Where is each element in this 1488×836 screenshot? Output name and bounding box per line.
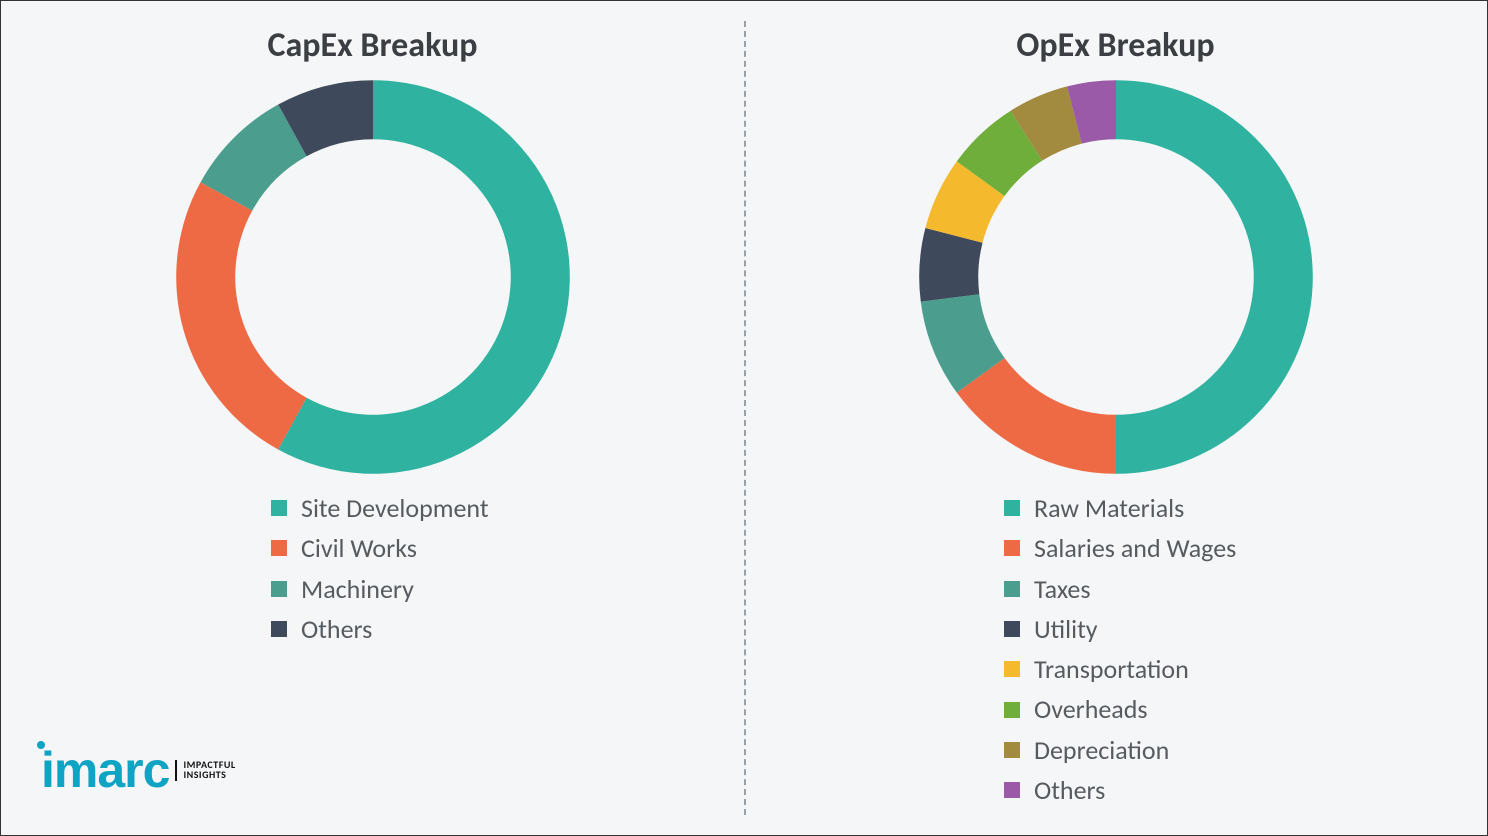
legend-item: Salaries and Wages [1004, 528, 1236, 568]
legend-item: Others [271, 609, 489, 649]
brand-tagline: IMPACTFUL INSIGHTS [175, 760, 235, 781]
legend-swatch-icon [1004, 742, 1020, 758]
legend-label: Utility [1034, 609, 1098, 649]
legend-label: Others [301, 609, 372, 649]
capex-title: CapEx Breakup [268, 25, 478, 66]
brand-dot-icon [37, 741, 45, 749]
legend-swatch-icon [1004, 540, 1020, 556]
opex-donut [911, 72, 1321, 482]
legend-item: Civil Works [271, 528, 489, 568]
donut-slice [1116, 80, 1313, 474]
legend-swatch-icon [271, 540, 287, 556]
legend-item: Taxes [1004, 569, 1236, 609]
legend-label: Civil Works [301, 528, 417, 568]
legend-swatch-icon [1004, 702, 1020, 718]
donut-slice [956, 358, 1115, 474]
brand-name: imarc [41, 745, 169, 795]
legend-label: Transportation [1034, 649, 1189, 689]
capex-panel: CapEx Breakup Site DevelopmentCivil Work… [1, 1, 744, 835]
legend-item: Raw Materials [1004, 488, 1236, 528]
legend-label: Others [1034, 770, 1105, 810]
legend-item: Depreciation [1004, 730, 1236, 770]
capex-legend: Site DevelopmentCivil WorksMachineryOthe… [271, 488, 489, 649]
legend-swatch-icon [1004, 782, 1020, 798]
opex-panel: OpEx Breakup Raw MaterialsSalaries and W… [744, 1, 1487, 835]
legend-item: Machinery [271, 569, 489, 609]
legend-swatch-icon [1004, 581, 1020, 597]
legend-swatch-icon [1004, 621, 1020, 637]
legend-label: Salaries and Wages [1034, 528, 1236, 568]
legend-swatch-icon [271, 581, 287, 597]
opex-title: OpEx Breakup [1016, 25, 1214, 66]
vertical-divider [744, 21, 746, 815]
legend-label: Site Development [301, 488, 489, 528]
legend-item: Overheads [1004, 689, 1236, 729]
legend-swatch-icon [1004, 661, 1020, 677]
capex-donut [168, 72, 578, 482]
legend-item: Transportation [1004, 649, 1236, 689]
brand-tagline-line2: INSIGHTS [183, 768, 226, 781]
legend-item: Others [1004, 770, 1236, 810]
brand-logo: imarc IMPACTFUL INSIGHTS [41, 745, 236, 795]
legend-item: Utility [1004, 609, 1236, 649]
legend-label: Depreciation [1034, 730, 1169, 770]
legend-swatch-icon [271, 500, 287, 516]
opex-legend: Raw MaterialsSalaries and WagesTaxesUtil… [1004, 488, 1236, 810]
panels: CapEx Breakup Site DevelopmentCivil Work… [1, 1, 1487, 835]
legend-label: Taxes [1034, 569, 1091, 609]
legend-swatch-icon [1004, 500, 1020, 516]
legend-item: Site Development [271, 488, 489, 528]
capex-donut-svg [168, 72, 578, 482]
donut-slice [176, 182, 306, 449]
opex-donut-svg [911, 72, 1321, 482]
legend-label: Machinery [301, 569, 414, 609]
legend-label: Raw Materials [1034, 488, 1184, 528]
legend-label: Overheads [1034, 689, 1148, 729]
legend-swatch-icon [271, 621, 287, 637]
